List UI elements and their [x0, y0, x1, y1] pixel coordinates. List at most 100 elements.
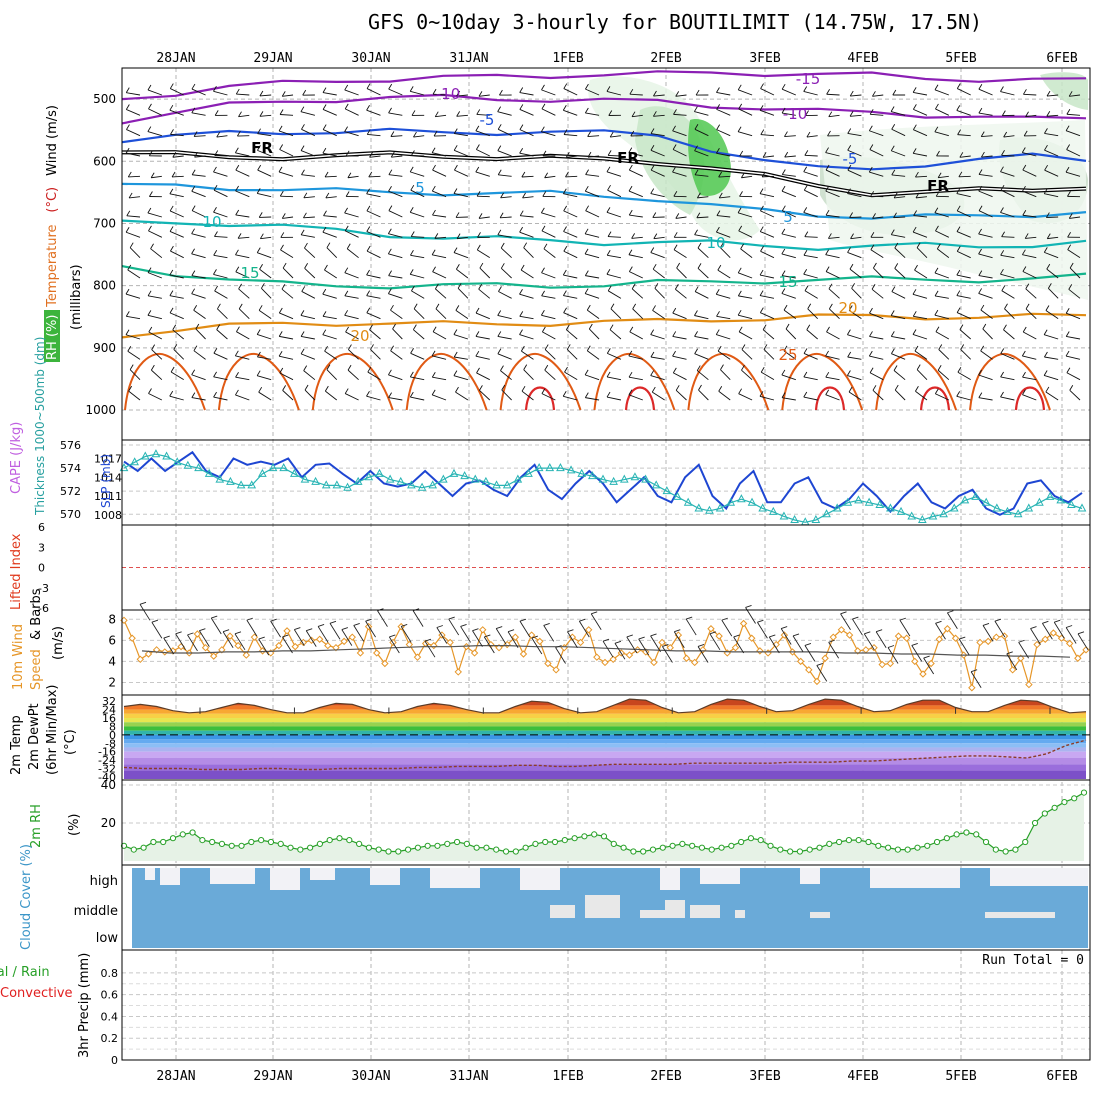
- thickness-marker: [1067, 499, 1076, 508]
- wind-barb-flag: [606, 348, 611, 354]
- wind-barb-flag: [803, 250, 808, 256]
- wind-barb-flag: [978, 270, 983, 276]
- wind-barb-flag: [718, 385, 723, 392]
- rh-marker: [404, 846, 412, 853]
- wind-barb-flag: [326, 242, 331, 248]
- wind-barb-flag: [213, 184, 218, 191]
- thickness-marker: [705, 505, 714, 514]
- wind-barb-flag: [982, 323, 987, 330]
- wind-barb-flag: [1022, 326, 1027, 333]
- wind-barb: [1048, 288, 1059, 299]
- wind-barb: [650, 375, 665, 381]
- wind-barb-flag: [1000, 371, 1004, 378]
- thickness-marker: [641, 474, 650, 483]
- wind-barb-flag: [631, 111, 636, 117]
- temp-30-contour: [1014, 386, 1046, 411]
- wind-barb-flag: [1065, 331, 1070, 337]
- wind-barb: [738, 331, 753, 340]
- wind-barb-flag: [387, 228, 392, 234]
- wind-barb: [563, 295, 578, 299]
- rh-shading: [1040, 72, 1088, 110]
- wind-barb: [956, 312, 971, 320]
- pressure-tick-label: 1000: [85, 403, 116, 417]
- wind-barb: [628, 394, 643, 401]
- wind-barb-flag: [261, 283, 265, 289]
- wind-barb: [432, 254, 447, 259]
- rh-marker: [708, 846, 715, 853]
- slp-tick-label: 1008: [94, 509, 122, 522]
- rh-marker: [493, 846, 500, 853]
- rh-marker: [610, 840, 617, 848]
- wind-barb: [891, 174, 906, 177]
- wind-barb: [369, 329, 381, 340]
- surface-wind-barb: [210, 617, 222, 635]
- wind-barb-flag: [148, 326, 153, 333]
- wind-barb: [957, 371, 971, 381]
- wind-barb: [388, 112, 403, 116]
- wind-barb-flag: [347, 172, 352, 178]
- surface-wind-barb: [1018, 642, 1030, 659]
- wind-barb-flag: [456, 233, 461, 239]
- wind-barb-flag: [606, 391, 611, 398]
- wind-barb-flag: [980, 131, 985, 137]
- wind-barb: [698, 389, 709, 401]
- wind-barb-flag: [282, 385, 287, 391]
- wind-barb: [523, 369, 534, 380]
- date-label-bottom: 4FEB: [847, 1069, 878, 1084]
- wind-barb: [803, 171, 818, 177]
- wind-barb-flag: [916, 242, 921, 248]
- wind-barb: [300, 353, 316, 360]
- wind-barb: [956, 274, 971, 279]
- wind-barb-flag: [672, 166, 676, 173]
- wind-barb: [214, 236, 228, 238]
- thickness-marker: [268, 463, 278, 472]
- wind-barb-flag: [1001, 285, 1006, 291]
- wind-barb: [1045, 310, 1059, 320]
- surface-wind-barb: [970, 671, 982, 688]
- rh-marker: [522, 844, 529, 851]
- slp-tick-label: 1017: [94, 453, 122, 466]
- wind-barb-flag: [715, 329, 720, 335]
- wind-barb-flag: [125, 329, 130, 335]
- wind-barb-flag: [851, 283, 855, 289]
- wind-barb: [740, 248, 753, 259]
- wind-barb: [410, 189, 425, 198]
- wind-barb-flag: [894, 263, 899, 269]
- li-tick-label: 0: [38, 562, 45, 575]
- wind-speed-marker: [780, 631, 789, 639]
- wind-barb: [720, 369, 731, 380]
- wind-barb: [147, 212, 162, 218]
- wind-barb-flag: [737, 290, 742, 297]
- wind-barb-flag: [191, 248, 195, 255]
- wind-barb: [978, 397, 993, 401]
- wind-barb: [563, 250, 578, 259]
- wind-barb: [367, 371, 381, 381]
- wind-barb-flag: [584, 248, 589, 255]
- surface-wind-barb: [234, 633, 246, 651]
- wind-barb: [631, 114, 643, 118]
- wind-barb: [608, 154, 621, 157]
- wind-barb: [694, 291, 709, 299]
- thickness-marker: [460, 471, 469, 480]
- wind-barb: [322, 231, 337, 238]
- wind-barb-flag: [715, 226, 720, 233]
- thickness-marker: [886, 503, 895, 512]
- wind-barb-flag: [760, 205, 764, 212]
- wind-barb: [126, 152, 141, 157]
- contour-label: FR: [617, 149, 639, 167]
- rh-marker: [943, 835, 950, 842]
- wind-barb-flag: [476, 144, 480, 150]
- surface-wind-barb-flag: [1054, 619, 1061, 623]
- wind-barb: [694, 234, 709, 238]
- wind-barb-flag: [825, 266, 830, 272]
- wind-barb-flag: [500, 365, 504, 371]
- cloud-gap: [800, 868, 820, 884]
- wind-barb-flag: [453, 145, 458, 151]
- wind-barb-flag: [171, 171, 176, 178]
- wind-barb-flag: [781, 83, 786, 90]
- wind-barb-flag: [1069, 262, 1074, 269]
- wind-barb: [235, 376, 250, 381]
- rh-marker: [561, 837, 568, 844]
- wind-barb-flag: [607, 150, 612, 156]
